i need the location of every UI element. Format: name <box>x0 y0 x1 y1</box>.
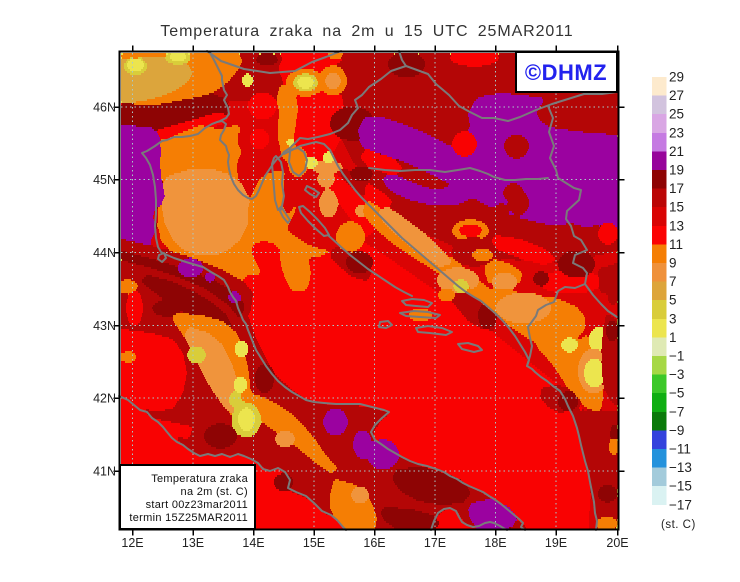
svg-text:12E: 12E <box>121 536 143 550</box>
svg-text:15E: 15E <box>303 536 325 550</box>
svg-text:17E: 17E <box>424 536 446 550</box>
svg-text:na 2m (st. C): na 2m (st. C) <box>181 486 248 498</box>
svg-text:start 00z23mar2011: start 00z23mar2011 <box>146 499 248 511</box>
svg-text:23: 23 <box>669 125 684 140</box>
svg-text:−11: −11 <box>669 442 691 457</box>
svg-text:−5: −5 <box>669 386 684 401</box>
svg-text:15: 15 <box>669 200 684 215</box>
svg-text:29: 29 <box>669 70 684 85</box>
svg-text:11: 11 <box>669 237 683 252</box>
svg-text:16E: 16E <box>363 536 385 550</box>
svg-text:44N: 44N <box>93 246 116 260</box>
svg-text:20E: 20E <box>606 536 628 550</box>
svg-text:9: 9 <box>669 256 677 271</box>
svg-text:−7: −7 <box>669 404 684 419</box>
svg-text:27: 27 <box>669 88 684 103</box>
svg-text:19E: 19E <box>545 536 567 550</box>
svg-text:13E: 13E <box>182 536 204 550</box>
svg-text:3: 3 <box>669 311 677 326</box>
svg-text:−3: −3 <box>669 367 684 382</box>
svg-text:18E: 18E <box>484 536 506 550</box>
svg-text:43N: 43N <box>93 319 116 333</box>
svg-text:−15: −15 <box>669 479 692 494</box>
svg-text:©DHMZ: ©DHMZ <box>525 60 607 85</box>
svg-text:(st. C): (st. C) <box>661 519 696 531</box>
svg-text:13: 13 <box>669 218 684 233</box>
svg-text:1: 1 <box>669 330 677 345</box>
svg-text:Temperatura zraka: Temperatura zraka <box>151 473 248 485</box>
svg-text:−9: −9 <box>669 423 684 438</box>
svg-text:−13: −13 <box>669 460 692 475</box>
svg-text:17: 17 <box>669 181 684 196</box>
svg-text:21: 21 <box>669 144 684 159</box>
svg-text:Temperatura zraka na 2m u 15 U: Temperatura zraka na 2m u 15 UTC 25MAR20… <box>160 23 573 40</box>
svg-text:45N: 45N <box>93 173 116 187</box>
svg-text:14E: 14E <box>242 536 264 550</box>
svg-text:42N: 42N <box>93 392 116 406</box>
svg-text:−1: −1 <box>669 349 684 364</box>
svg-text:7: 7 <box>669 274 677 289</box>
svg-text:46N: 46N <box>93 101 116 115</box>
svg-text:25: 25 <box>669 107 684 122</box>
svg-text:termin 15Z25MAR2011: termin 15Z25MAR2011 <box>129 512 248 524</box>
svg-text:5: 5 <box>669 293 677 308</box>
svg-text:−17: −17 <box>669 497 692 512</box>
svg-text:19: 19 <box>669 163 684 178</box>
svg-text:41N: 41N <box>93 465 116 479</box>
